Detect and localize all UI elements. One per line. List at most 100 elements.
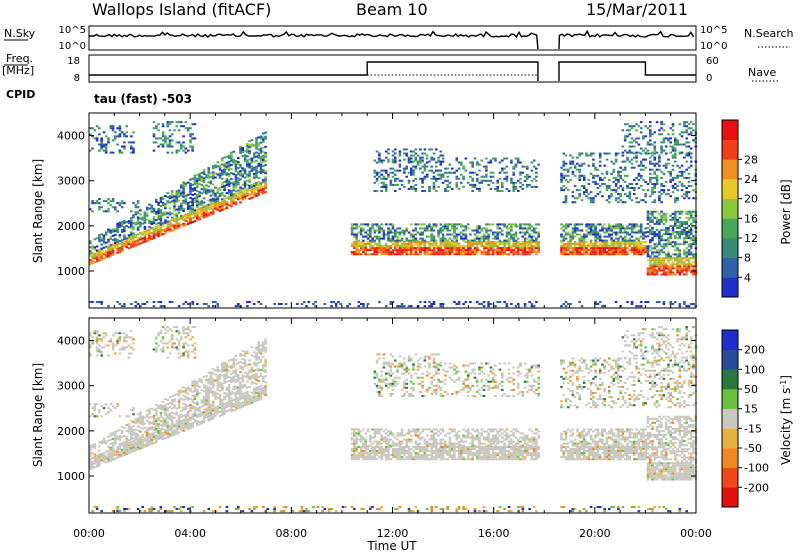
data-cell xyxy=(674,257,677,260)
data-cell xyxy=(678,251,682,254)
data-cell xyxy=(166,417,169,420)
data-cell xyxy=(170,336,174,339)
data-cell xyxy=(432,225,436,228)
data-cell xyxy=(585,195,588,198)
data-cell xyxy=(587,233,591,236)
data-cell xyxy=(234,193,238,196)
data-cell xyxy=(683,303,686,306)
data-cell xyxy=(157,235,160,238)
data-cell xyxy=(232,181,235,184)
data-cell xyxy=(644,193,647,196)
data-cell xyxy=(423,165,427,168)
data-cell xyxy=(428,245,431,248)
data-cell xyxy=(109,127,113,130)
data-cell xyxy=(95,256,99,259)
data-cell xyxy=(132,409,135,412)
data-cell xyxy=(455,227,459,230)
data-cell xyxy=(107,407,110,410)
data-cell xyxy=(111,346,115,349)
data-cell xyxy=(230,194,233,197)
data-cell xyxy=(230,178,233,181)
data-cell xyxy=(576,233,579,236)
data-cell xyxy=(471,171,474,174)
data-cell xyxy=(642,245,645,248)
data-cell xyxy=(626,156,629,159)
data-cell xyxy=(391,158,395,161)
data-cell xyxy=(635,305,638,308)
data-cell xyxy=(471,185,474,188)
data-cell xyxy=(143,426,147,429)
data-cell xyxy=(145,231,149,234)
data-cell xyxy=(207,208,210,211)
data-cell xyxy=(394,173,397,176)
data-cell xyxy=(350,233,354,236)
data-cell xyxy=(262,156,265,159)
data-cell xyxy=(89,133,92,136)
data-cell xyxy=(232,158,235,161)
data-cell xyxy=(380,185,383,188)
data-cell xyxy=(186,216,190,219)
data-cell xyxy=(639,249,643,252)
data-cell xyxy=(667,139,670,142)
data-cell xyxy=(357,225,361,228)
data-cell xyxy=(366,243,370,246)
data-cell xyxy=(439,245,443,248)
data-cell xyxy=(687,185,691,188)
data-cell xyxy=(578,239,581,242)
data-cell xyxy=(674,210,677,213)
data-cell xyxy=(685,241,688,244)
data-cell xyxy=(530,245,534,248)
data-cell xyxy=(227,191,231,194)
data-cell xyxy=(664,212,668,215)
data-cell xyxy=(136,444,140,447)
data-cell xyxy=(571,160,575,163)
data-cell xyxy=(612,231,616,234)
data-cell xyxy=(505,235,509,238)
data-cell xyxy=(658,195,661,198)
data-cell xyxy=(530,303,534,306)
data-cell xyxy=(653,162,657,165)
data-cell xyxy=(218,166,222,169)
data-cell xyxy=(136,200,140,203)
data-cell xyxy=(676,176,679,179)
data-cell xyxy=(653,222,657,225)
data-cell xyxy=(241,196,245,199)
data-cell xyxy=(95,459,99,462)
data-cell xyxy=(378,235,381,238)
data-cell xyxy=(362,251,365,254)
data-cell xyxy=(432,253,436,256)
data-cell xyxy=(159,348,163,351)
data-cell xyxy=(412,245,415,248)
data-cell xyxy=(241,192,245,195)
data-cell xyxy=(116,429,119,432)
data-cell xyxy=(394,249,397,252)
data-cell xyxy=(255,188,258,191)
data-cell xyxy=(444,247,447,250)
data-cell xyxy=(255,155,258,158)
data-cell xyxy=(164,406,167,409)
data-cell xyxy=(658,133,661,136)
data-cell xyxy=(608,201,611,204)
data-cell xyxy=(127,444,131,447)
data-cell xyxy=(419,167,422,170)
data-cell xyxy=(130,346,133,349)
data-cell xyxy=(255,139,258,142)
data-cell xyxy=(560,189,563,192)
data-cell xyxy=(635,241,638,244)
data-cell xyxy=(658,222,661,225)
data-cell xyxy=(102,251,106,254)
data-cell xyxy=(387,152,390,155)
data-cell xyxy=(664,164,668,167)
data-cell xyxy=(514,305,518,308)
data-cell xyxy=(519,177,522,180)
data-cell xyxy=(649,152,652,155)
data-cell xyxy=(678,180,682,183)
data-cell xyxy=(369,247,372,250)
data-cell xyxy=(637,201,641,204)
data-cell xyxy=(150,235,154,238)
data-cell xyxy=(462,253,465,256)
data-cell xyxy=(421,179,424,182)
data-cell xyxy=(152,207,156,210)
data-cell xyxy=(398,163,402,166)
data-cell xyxy=(660,149,663,152)
